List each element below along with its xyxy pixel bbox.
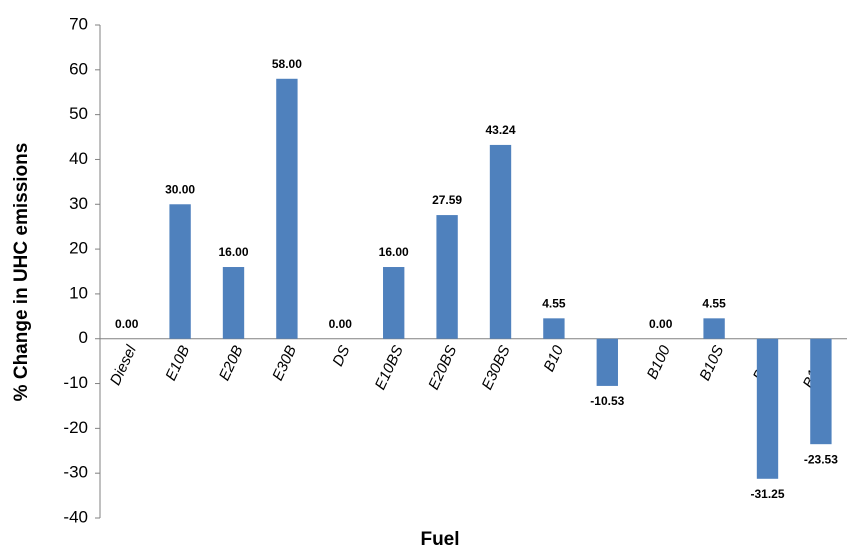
y-tick-label: 40 <box>69 149 88 168</box>
value-label: -10.53 <box>590 394 624 408</box>
x-tick-label: B100 <box>644 342 674 382</box>
y-tick-label: -10 <box>63 373 88 392</box>
bar <box>703 318 725 339</box>
value-label: 27.59 <box>432 193 462 207</box>
value-label: 0.00 <box>115 317 139 331</box>
bar <box>810 338 832 445</box>
bar <box>169 204 191 339</box>
y-tick-label: 0 <box>79 328 88 347</box>
x-tick-label: DS <box>329 343 353 369</box>
y-tick-label: 50 <box>69 104 88 123</box>
value-label: 16.00 <box>218 245 248 259</box>
value-label: -23.53 <box>804 452 838 466</box>
value-label: -31.25 <box>750 487 784 501</box>
value-label: 43.24 <box>485 123 515 137</box>
bar <box>383 267 405 339</box>
x-tick-label: E20B <box>216 343 247 383</box>
value-label: 0.00 <box>329 317 353 331</box>
x-tick-label: E20BS <box>425 343 460 393</box>
y-tick-label: 60 <box>69 59 88 78</box>
bar <box>489 144 512 339</box>
x-tick-label: E10BS <box>372 343 407 393</box>
x-tick-label: E30B <box>269 343 300 383</box>
bar <box>543 318 565 339</box>
x-tick-label: B10S <box>696 343 727 383</box>
value-label: 0.00 <box>649 317 673 331</box>
bar <box>276 78 298 339</box>
x-tick-label: E10B <box>162 343 193 383</box>
y-tick-label: -30 <box>63 463 88 482</box>
value-label: 4.55 <box>542 297 566 311</box>
value-label: 4.55 <box>702 297 726 311</box>
x-tick-label: E30BS <box>479 343 514 393</box>
value-label: 58.00 <box>272 57 302 71</box>
x-axis-title: Fuel <box>420 529 459 550</box>
y-axis-title: % Change in UHC emissions <box>11 143 32 402</box>
value-label: 16.00 <box>379 245 409 259</box>
y-tick-label: -20 <box>63 418 88 437</box>
x-tick-label: Diesel <box>107 342 140 388</box>
y-tick-label: 10 <box>69 283 88 302</box>
bar <box>756 338 779 479</box>
y-tick-label: -40 <box>63 507 88 526</box>
bar <box>222 267 245 339</box>
x-tick-label: B10 <box>540 342 567 374</box>
y-tick-label: 70 <box>69 14 88 33</box>
value-label: 30.00 <box>165 182 195 196</box>
y-tick-label: 20 <box>69 239 88 258</box>
bar <box>436 215 458 339</box>
y-tick-label: 30 <box>69 194 88 213</box>
bar <box>596 338 618 386</box>
